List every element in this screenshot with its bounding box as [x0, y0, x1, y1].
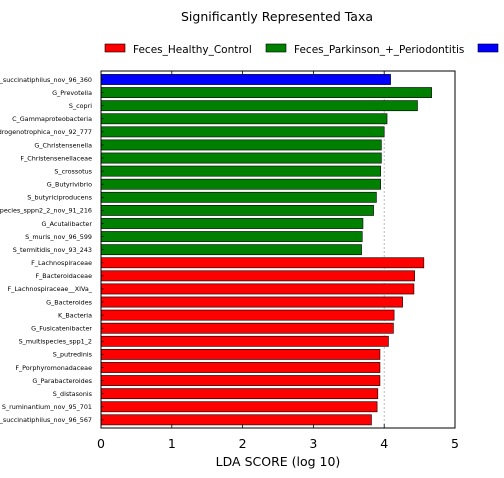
- y-tick-label: G_Acutalibacter: [42, 220, 93, 228]
- y-tick-label: S_butyriciproducens: [27, 194, 92, 202]
- plot-frame: [100, 70, 456, 429]
- bar: [100, 283, 415, 295]
- y-tick-label: G_Parabacteroides: [32, 377, 92, 385]
- x-axis-label: LDA SCORE (log 10): [216, 454, 341, 469]
- bar: [100, 335, 389, 347]
- bar: [100, 152, 382, 164]
- bar: [100, 178, 381, 190]
- x-tick-label: 2: [239, 436, 247, 451]
- bar: [100, 388, 379, 400]
- legend-swatch: [477, 43, 499, 53]
- y-tick-label: S_muris_nov_96_599: [25, 233, 92, 241]
- bar: [100, 205, 374, 216]
- legend-swatch: [265, 43, 287, 53]
- y-tick-label: K_Bacteria: [58, 311, 92, 319]
- y-tick-label: S_copri: [69, 102, 92, 110]
- y-tick-label: S_succinatiphilus_nov_96_567: [0, 416, 92, 424]
- bar: [100, 126, 385, 138]
- bar: [100, 296, 403, 308]
- x-tick-label: 0: [97, 436, 105, 451]
- y-tick-label: C_Gammaproteobacteria: [12, 115, 92, 123]
- y-tick-label: S_multispecies_sppn2_2_nov_91_216: [0, 207, 92, 215]
- legend-swatch: [104, 43, 126, 53]
- bar: [100, 165, 381, 177]
- bar: [100, 139, 382, 151]
- y-tick-label: F_Christensenellaceae: [20, 154, 92, 162]
- y-tick-label: F_Lachnospiraceae__XIVa_: [7, 285, 92, 293]
- bar: [100, 100, 418, 112]
- y-tick-labels: S_succinatiphilus_nov_96_360 G_Prevotella…: [0, 76, 104, 424]
- bar: [100, 244, 362, 256]
- bar: [100, 218, 364, 229]
- y-tick-label: S_putredinis: [53, 351, 93, 359]
- bar: [100, 309, 395, 321]
- y-tick-label: S_multispecies_spp1_2: [19, 338, 92, 346]
- bar: [100, 113, 388, 125]
- y-tick-label: S_ruminantium_nov_95_701: [2, 403, 92, 411]
- y-tick-label: S_hydrogenotrophica_nov_92_777: [0, 128, 92, 136]
- bar: [100, 348, 381, 360]
- bar: [100, 401, 378, 413]
- bar: [100, 270, 415, 282]
- x-tick-label: 5: [451, 436, 459, 451]
- bar: [100, 74, 391, 85]
- bars: [100, 74, 432, 426]
- y-tick-label: F_Porphyromonadaceae: [15, 364, 92, 372]
- bar: [100, 362, 381, 373]
- y-tick-label: G_Butyrivibrio: [47, 181, 92, 189]
- legend: Feces_Healthy_Control Feces_Parkinson_+_P…: [104, 43, 499, 56]
- y-tick-label: S_distasonis: [53, 390, 93, 398]
- bar: [100, 231, 363, 242]
- x-tick-label: 4: [380, 436, 388, 451]
- y-tick-label: G_Christensenella: [34, 141, 92, 149]
- bar: [100, 375, 381, 386]
- y-tick-label: G_Prevotella: [52, 89, 92, 97]
- legend-label: Feces_Parkinson_+_Periodontitis: [294, 44, 464, 56]
- x-tick-label: 3: [309, 436, 317, 451]
- chart-title: Significantly Represented Taxa: [181, 9, 373, 24]
- bar: [100, 257, 425, 269]
- y-tick-label: S_succinatiphilus_nov_96_360: [0, 76, 92, 84]
- bar: [100, 322, 394, 334]
- y-tick-label: G_Fusicatenibacter: [31, 325, 92, 333]
- y-tick-label: S_termitidis_nov_93_243: [13, 246, 92, 254]
- x-tick-label: 1: [168, 436, 176, 451]
- y-tick-label: G_Bacteroides: [46, 298, 93, 306]
- y-tick-label: S_crossotus: [54, 167, 92, 175]
- bar: [100, 87, 432, 98]
- y-tick-label: F_Lachnospiraceae: [31, 259, 92, 267]
- y-tick-label: F_Bacteroidaceae: [35, 272, 92, 280]
- legend-label: Feces_Healthy_Control: [133, 44, 252, 56]
- bar: [100, 414, 372, 426]
- bar: [100, 191, 377, 203]
